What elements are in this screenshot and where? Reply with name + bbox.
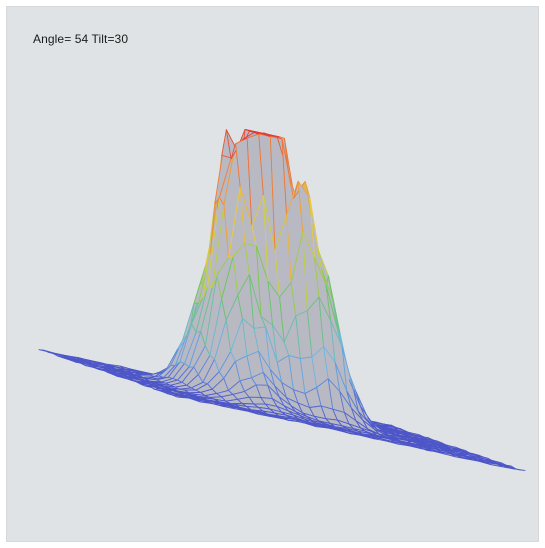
surface-plot <box>38 128 526 471</box>
surface-mesh <box>38 128 526 471</box>
view-angle-label: Angle= 54 Tilt=30 <box>33 32 129 46</box>
plot-panel: Angle= 54 Tilt=30 <box>6 6 539 542</box>
surface-cell <box>508 467 526 471</box>
